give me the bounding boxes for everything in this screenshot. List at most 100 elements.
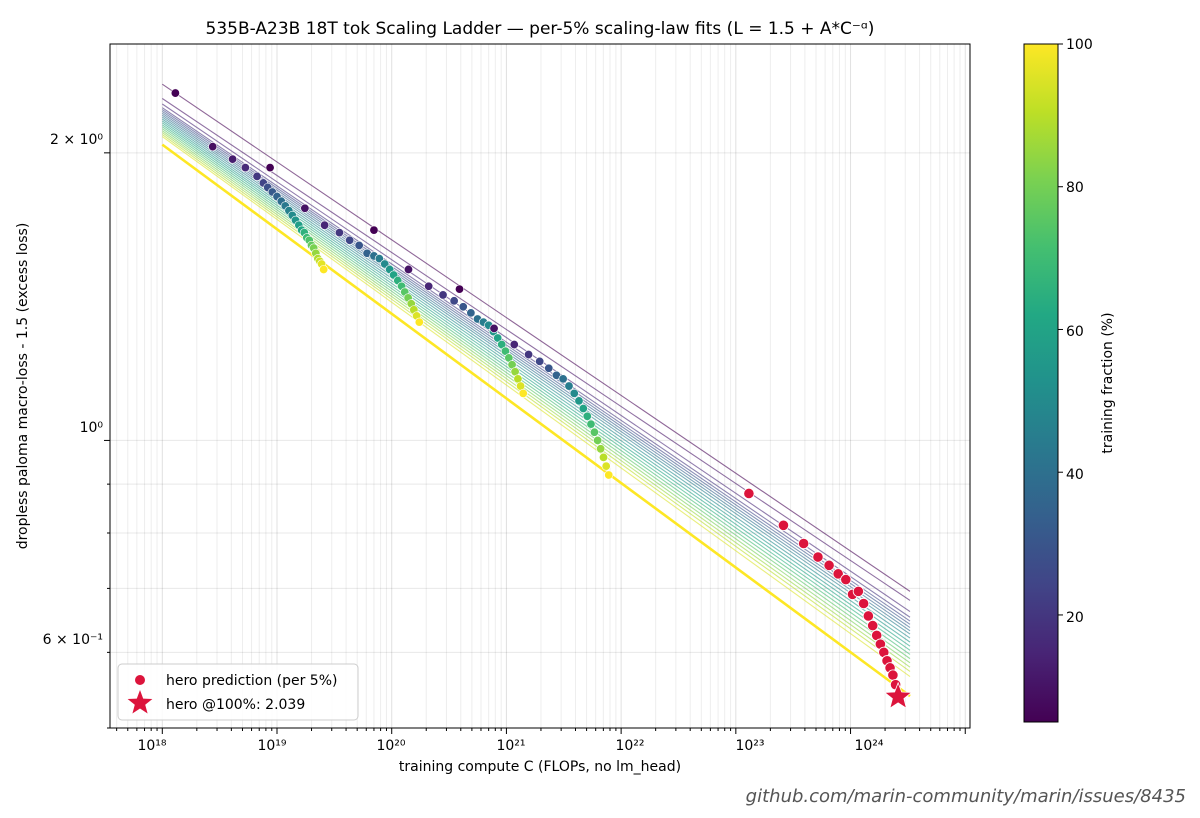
x-tick-label: 10²⁰ <box>376 738 405 754</box>
hero-final-star <box>883 681 913 710</box>
ladder-point <box>599 452 609 462</box>
hero-prediction-point <box>743 487 755 500</box>
fit-line <box>161 128 911 660</box>
legend-hero-final-value: 2.039 <box>265 697 305 713</box>
colorbar-tick-label: 60 <box>1066 324 1084 340</box>
y-tick-label: 2 × 10⁰ <box>50 132 103 148</box>
axis-ticks <box>104 152 966 734</box>
ladder-point <box>596 444 606 454</box>
fit-line <box>161 103 911 613</box>
ladder-point <box>319 264 329 274</box>
colorbar-gradient <box>1023 43 1059 723</box>
ladder-point <box>544 363 554 373</box>
plot-frame <box>109 43 971 729</box>
hero-prediction-point <box>777 519 790 531</box>
fit-line <box>161 98 911 601</box>
chart-title: 535B-A23B 18T tok Scaling Ladder — per-5… <box>206 19 875 39</box>
fit-line <box>161 124 911 651</box>
x-axis-label: training compute C (FLOPs, no lm_head) <box>399 759 681 775</box>
hero-prediction-point <box>852 585 864 597</box>
ladder-point <box>458 302 468 312</box>
ladder-point <box>558 374 568 384</box>
ladder-point <box>424 281 434 291</box>
colorbar-ticks <box>1058 43 1063 616</box>
ladder-point <box>374 254 384 264</box>
fit-line <box>161 132 911 668</box>
x-tick-label: 10¹⁹ <box>257 738 286 754</box>
legend-box <box>117 663 359 721</box>
hero-prediction-point <box>798 537 810 550</box>
colorbar-tick-label: 20 <box>1066 610 1084 626</box>
fit-line <box>161 126 911 655</box>
fit-line <box>161 130 911 664</box>
ladder-point <box>354 240 364 250</box>
ladder-point <box>300 203 310 213</box>
ladder-point <box>601 461 611 471</box>
colorbar-tick-label: 80 <box>1066 180 1084 196</box>
fit-line <box>161 109 911 622</box>
hero-prediction-point <box>887 669 899 681</box>
x-tick-label: 10²⁴ <box>854 738 883 754</box>
ladder-point <box>403 264 413 274</box>
fit-line <box>161 143 911 698</box>
ladder-point <box>582 411 592 421</box>
fit-line <box>161 136 911 678</box>
colorbar-label: training fraction (%) <box>1100 312 1116 453</box>
ladder-point <box>466 308 476 318</box>
ladder-point <box>489 323 499 333</box>
legend-hero-final-text: hero @100%: <box>166 697 265 713</box>
ladder-point <box>208 142 218 152</box>
grid <box>110 44 970 729</box>
ladder-point <box>265 163 275 173</box>
legend-label-hero-final: hero @100%: 2.039 <box>166 697 305 713</box>
ladder-point <box>574 396 584 406</box>
ladder-point <box>604 470 614 480</box>
ladder-point <box>493 333 503 343</box>
hero-prediction-point <box>840 574 852 586</box>
hero-prediction-point <box>812 551 824 563</box>
ladder-point <box>228 154 238 164</box>
ladder-point <box>578 403 588 413</box>
ladder-point <box>535 356 545 366</box>
colorbar-tick-label: 40 <box>1066 467 1084 483</box>
y-tick-label: 6 × 10⁻¹ <box>43 632 103 648</box>
ladder-point <box>449 296 459 306</box>
legend: hero prediction (per 5%) hero @100%: 2.0… <box>117 663 359 721</box>
fit-line <box>161 114 911 632</box>
ladder-point <box>509 340 519 350</box>
ladder-point <box>455 284 465 294</box>
ladder-point <box>320 220 330 230</box>
ladder-point <box>593 435 603 445</box>
legend-star-marker <box>127 690 153 714</box>
ladder-point <box>252 171 262 181</box>
ladder-point <box>586 419 596 429</box>
ladder-point <box>569 388 579 398</box>
x-tick-label: 10²³ <box>735 738 764 754</box>
ladder-point <box>438 290 448 300</box>
hero-prediction-point <box>823 559 835 571</box>
ladder-point <box>414 317 424 327</box>
ladder-point <box>564 381 574 391</box>
footer-source-link[interactable]: github.com/marin-community/marin/issues/… <box>745 786 1186 807</box>
ladder-point <box>334 228 344 238</box>
fit-line <box>161 134 911 672</box>
legend-dot-marker <box>135 675 145 685</box>
x-tick-labels: 10¹⁸ 10¹⁹ 10²⁰ 10²¹ 10²² 10²³ 10²⁴ <box>137 738 883 754</box>
ladder-point <box>589 427 599 437</box>
fit-line <box>161 110 911 625</box>
x-tick-label: 10²¹ <box>496 738 525 754</box>
ladder-point <box>524 350 534 360</box>
legend-label-hero-prediction: hero prediction (per 5%) <box>166 673 337 689</box>
hero-prediction-point <box>832 568 844 580</box>
ladder-point <box>240 163 250 173</box>
fit-line <box>161 83 911 592</box>
y-tick-label: 10⁰ <box>80 420 104 436</box>
ladder-point <box>170 88 180 98</box>
ladder-point <box>518 388 528 398</box>
colorbar-tick-label: 100 <box>1066 37 1093 53</box>
fit-lines <box>161 83 911 698</box>
ladder-point <box>369 225 379 235</box>
hero-prediction-point <box>862 610 874 622</box>
y-axis-label: dropless paloma macro-loss - 1.5 (excess… <box>15 223 31 550</box>
